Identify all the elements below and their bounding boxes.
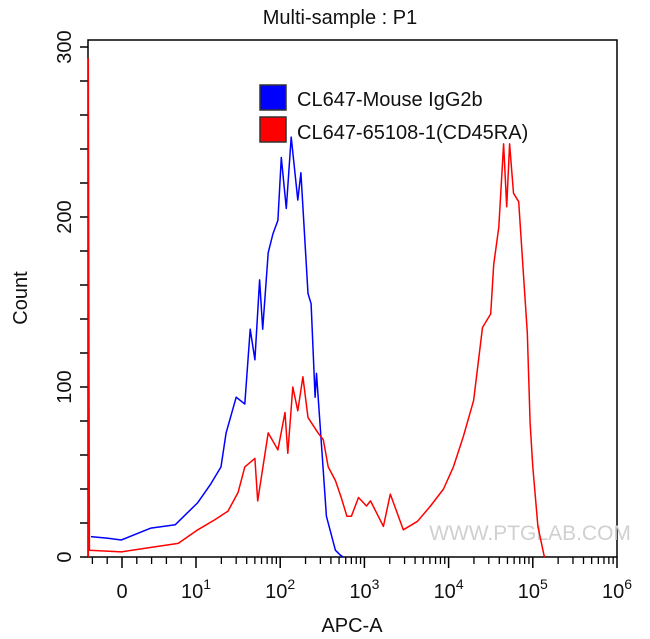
x-axis-label: APC-A xyxy=(321,615,383,637)
chart-title: Multi-sample : P1 xyxy=(263,7,418,29)
x-tick-label: 0 xyxy=(116,581,127,603)
series-line-0 xyxy=(90,136,344,558)
y-tick-label: 200 xyxy=(54,200,76,233)
y-axis-label: Count xyxy=(10,271,32,325)
legend-swatch-cd45ra xyxy=(259,116,287,143)
y-axis: 0 100 200 300 xyxy=(54,30,88,563)
series-line-1 xyxy=(87,58,546,558)
x-tick-label: 103 xyxy=(349,576,379,603)
x-axis: 0 101 102 103 104 105 106 xyxy=(91,557,632,603)
series-layer xyxy=(87,58,546,558)
y-tick-label: 0 xyxy=(54,551,76,562)
watermark: WWW.PTGLAB.COM xyxy=(429,522,631,545)
y-tick-label: 300 xyxy=(54,30,76,63)
y-tick-label: 100 xyxy=(54,370,76,403)
legend-swatch-isotype xyxy=(259,84,287,111)
legend-label-isotype: CL647-Mouse IgG2b xyxy=(297,89,483,111)
legend: CL647-Mouse IgG2b CL647-65108-1(CD45RA) xyxy=(259,84,528,144)
x-tick-label: 102 xyxy=(265,576,295,603)
x-tick-label: 105 xyxy=(518,576,548,603)
x-tick-label: 106 xyxy=(602,576,632,603)
x-tick-label: 104 xyxy=(434,576,464,603)
x-tick-label: 101 xyxy=(181,576,211,603)
legend-label-cd45ra: CL647-65108-1(CD45RA) xyxy=(297,122,528,144)
plot-frame xyxy=(87,39,618,558)
